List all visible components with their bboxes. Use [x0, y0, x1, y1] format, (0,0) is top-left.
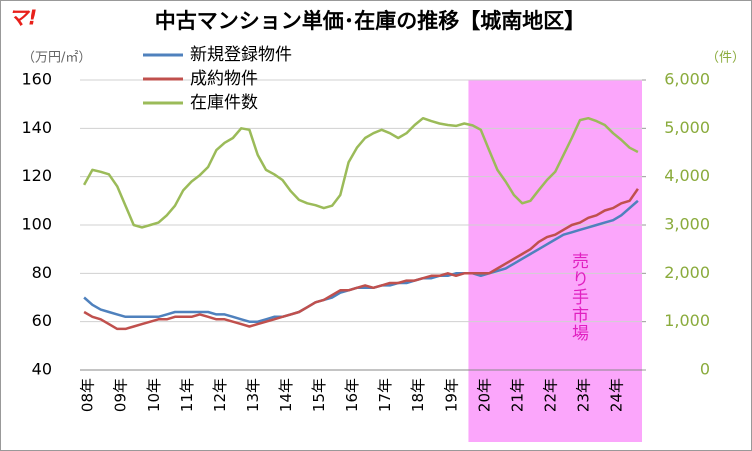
x-tick-label: 11年: [178, 378, 196, 412]
y2-axis-label: （件）: [706, 51, 745, 66]
x-tick-label: 22年: [541, 378, 559, 412]
legend-label: 成約物件: [190, 69, 258, 89]
y2-tick-label: 1,000: [664, 311, 710, 330]
x-tick-label: 24年: [608, 378, 626, 412]
y-axis-label: （万円/㎡）: [22, 51, 91, 66]
x-tick-label: 19年: [442, 378, 460, 412]
x-tick-label: 14年: [277, 378, 295, 412]
y-tick-label: 140: [21, 118, 52, 137]
chart-title: 中古マンション単価･在庫の推移【城南地区】: [155, 9, 586, 33]
y2-tick-label: 5,000: [664, 118, 710, 137]
legend-label: 在庫件数: [190, 93, 258, 113]
series-line: [83, 116, 639, 229]
y-tick-label: 80: [32, 263, 52, 282]
series-line: [83, 188, 639, 331]
x-tick-label: 18年: [409, 378, 427, 412]
x-tick-label: 10年: [145, 378, 163, 412]
y-tick-label: 160: [21, 70, 52, 89]
y2-tick-label: 0: [700, 360, 710, 379]
y2-tick-label: 2,000: [664, 263, 710, 282]
y-tick-label: 120: [21, 166, 52, 185]
x-tick-label: 15年: [310, 378, 328, 412]
y2-tick-label: 4,000: [664, 166, 710, 185]
x-tick-label: 21年: [508, 378, 526, 412]
y-tick-label: 100: [21, 215, 52, 234]
x-tick-label: 12年: [211, 378, 229, 412]
x-tick-label: 13年: [244, 378, 262, 412]
legend-label: 新規登録物件: [190, 45, 292, 65]
x-tick-label: 17年: [376, 378, 394, 412]
y2-tick-label: 3,000: [664, 215, 710, 234]
y-tick-label: 40: [32, 360, 52, 379]
x-tick-label: 20年: [475, 378, 493, 412]
y2-tick-label: 6,000: [664, 70, 710, 89]
highlight-label: 売り手市場: [568, 252, 589, 342]
logo: マ!: [8, 6, 37, 30]
x-tick-label: 23年: [575, 378, 593, 412]
x-tick-label: 09年: [112, 378, 130, 412]
x-tick-label: 16年: [343, 378, 361, 412]
x-tick-label: 08年: [79, 378, 97, 412]
highlight-region: [468, 80, 642, 442]
y-tick-label: 60: [32, 311, 52, 330]
